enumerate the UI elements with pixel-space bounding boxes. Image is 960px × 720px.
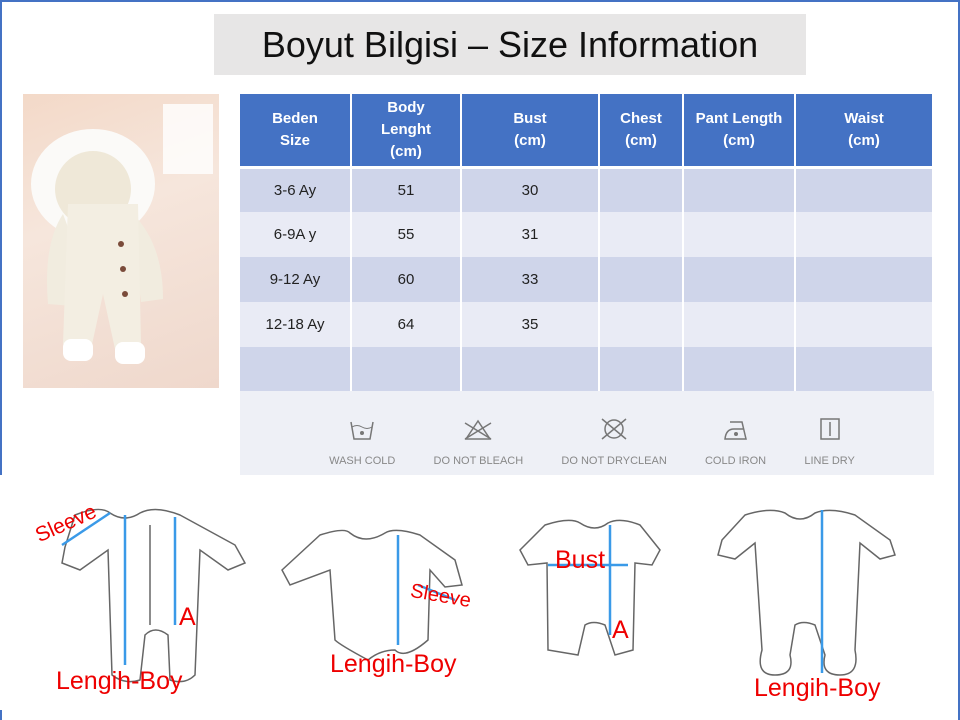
care-label: LINE DRY xyxy=(804,455,855,467)
garment-sketch-footless-romper xyxy=(61,508,247,683)
table-cell xyxy=(683,212,796,257)
care-label: COLD IRON xyxy=(704,455,767,467)
line-dry-icon xyxy=(819,418,840,440)
care-label: DO NOT DRYCLEAN xyxy=(561,455,667,467)
table-cell: 3-6 Ay xyxy=(240,167,352,212)
care-instructions: WASH COLD DO NOT BLEACH DO NOT DRYCLEAN … xyxy=(240,391,934,475)
header-pant-length: Pant Length (cm) xyxy=(683,94,796,169)
table-cell: 55 xyxy=(351,212,462,257)
table-header-row: Beden Size Body Lenght (cm) Bust (cm) Chest(… xyxy=(240,94,934,169)
table-cell: 51 xyxy=(351,167,462,212)
table-cell: 64 xyxy=(351,302,462,347)
care-label: DO NOT BLEACH xyxy=(433,455,524,467)
header-waist: Waist (cm) xyxy=(795,94,934,169)
table-cell xyxy=(599,302,684,347)
measure-lines xyxy=(61,510,824,673)
table-cell xyxy=(683,167,796,212)
cold-iron-icon xyxy=(723,421,747,440)
wash-cold-icon xyxy=(350,421,374,440)
measurement-diagrams: Sleeve A Lengih-Boy Sleeve Lengih-Boy Bu… xyxy=(0,475,935,710)
label-length: Lengih-Boy xyxy=(754,674,881,702)
header-bust: Bust (cm) xyxy=(461,94,600,169)
table-cell xyxy=(795,167,934,212)
do-not-bleach-icon xyxy=(464,419,492,440)
table-cell: 33 xyxy=(461,257,600,302)
table-cell xyxy=(795,212,934,257)
table-cell: 60 xyxy=(351,257,462,302)
garment-sketch-bodysuit xyxy=(281,529,463,661)
table-row: 6-9A y 55 31 xyxy=(240,212,934,257)
table-cell xyxy=(795,347,934,392)
table-cell xyxy=(599,212,684,257)
table-cell xyxy=(795,302,934,347)
table-cell: 30 xyxy=(461,167,600,212)
table-cell: 9-12 Ay xyxy=(240,257,352,302)
table-cell xyxy=(599,167,684,212)
label-length: Lengih-Boy xyxy=(56,667,183,695)
table-row: 12-18 Ay 64 35 xyxy=(240,302,934,347)
product-photo xyxy=(23,94,219,388)
table-row: 3-6 Ay 51 30 xyxy=(240,167,934,212)
care-line-dry: LINE DRY xyxy=(804,391,855,475)
table-cell xyxy=(599,257,684,302)
table-cell xyxy=(683,347,796,392)
header-body-length: Body Lenght (cm) xyxy=(351,94,462,169)
table-row xyxy=(240,347,934,392)
table-cell xyxy=(599,347,684,392)
header-chest: Chest (cm) xyxy=(599,94,684,169)
table-cell xyxy=(795,257,934,302)
label-bust: Bust xyxy=(555,546,606,574)
table-cell xyxy=(351,347,462,392)
care-do-not-dryclean: DO NOT DRYCLEAN xyxy=(561,391,667,475)
table-cell: 31 xyxy=(461,212,600,257)
page-title: Boyut Bilgisi – Size Information xyxy=(214,14,806,75)
label-a: A xyxy=(179,603,196,631)
do-not-dryclean-icon xyxy=(601,418,627,440)
size-table: Beden Size Body Lenght (cm) Bust (cm) Chest(… xyxy=(240,94,934,392)
care-do-not-bleach: DO NOT BLEACH xyxy=(433,391,524,475)
care-cold-iron: COLD IRON xyxy=(705,391,766,475)
table-row: 9-12 Ay 60 33 xyxy=(240,257,934,302)
table-cell xyxy=(240,347,352,392)
care-label: WASH COLD xyxy=(329,455,396,467)
table-cell xyxy=(461,347,600,392)
label-length: Lengih-Boy xyxy=(330,650,457,678)
header-beden-size: Beden Size xyxy=(240,94,352,169)
garment-sketch-short-romper xyxy=(519,519,661,656)
table-cell: 6-9A y xyxy=(240,212,352,257)
label-a: A xyxy=(612,616,629,644)
table-cell xyxy=(683,257,796,302)
table-cell: 35 xyxy=(461,302,600,347)
table-cell: 12-18 Ay xyxy=(240,302,352,347)
garment-sketch-footed-sleeper xyxy=(717,509,896,676)
table-cell xyxy=(683,302,796,347)
care-wash-cold: WASH COLD xyxy=(329,391,395,475)
